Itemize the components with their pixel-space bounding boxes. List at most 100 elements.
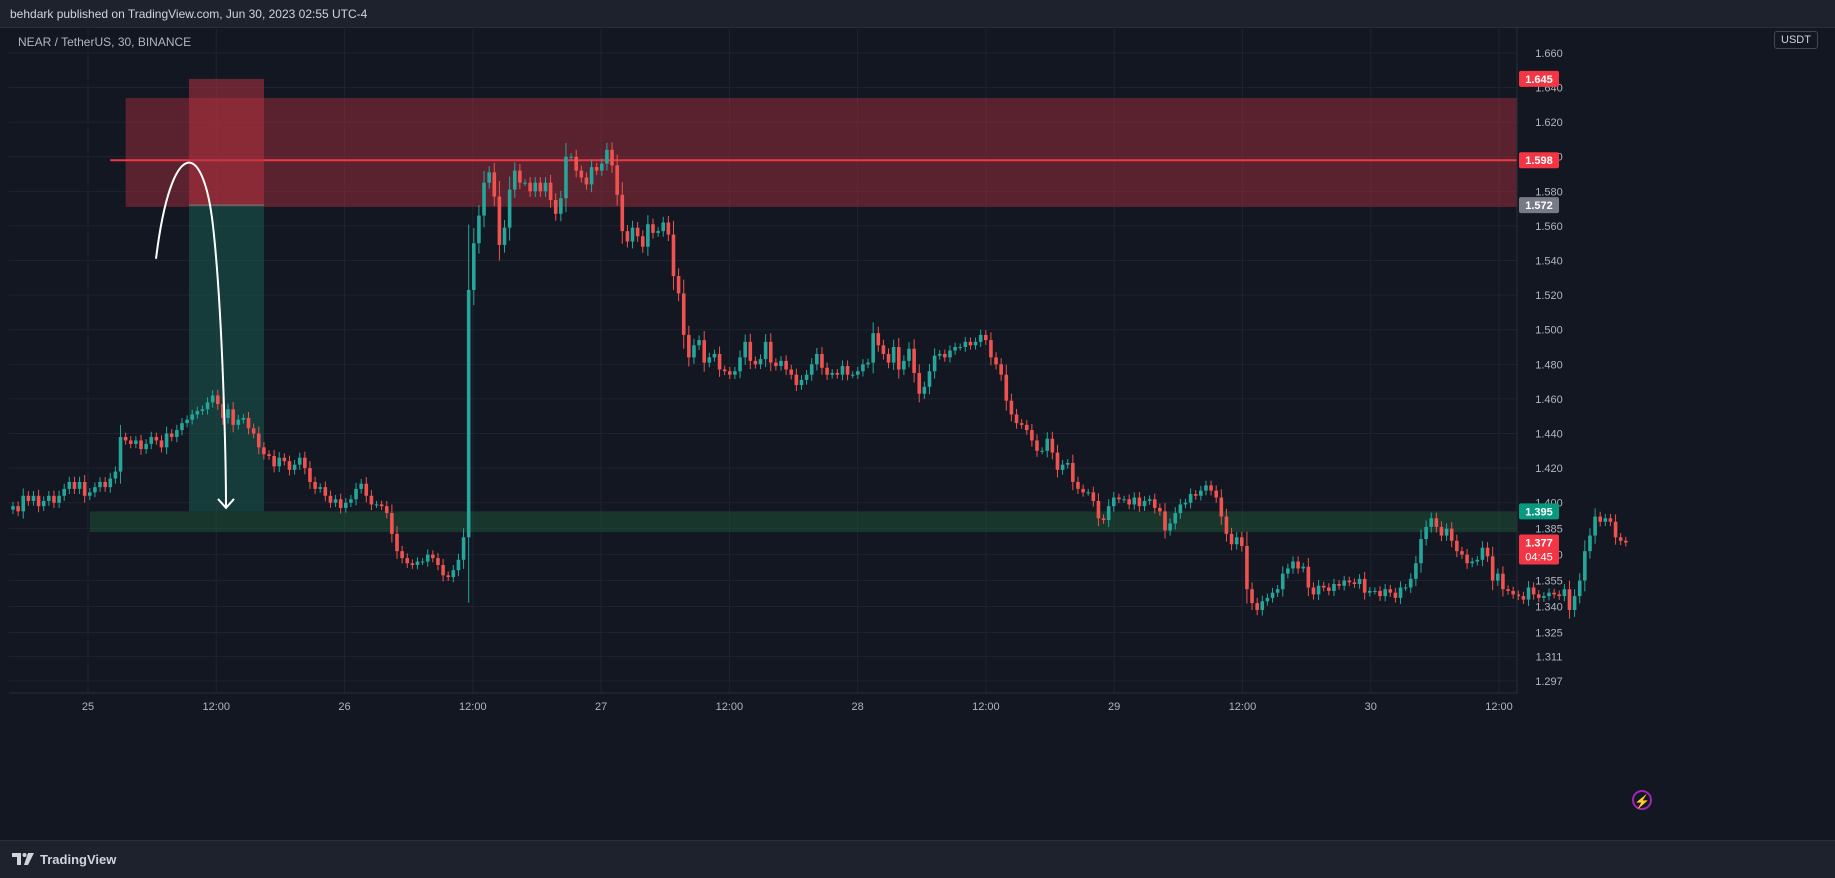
take-profit-box xyxy=(189,205,264,512)
candle-body xyxy=(1040,450,1044,452)
candle-body xyxy=(528,182,532,192)
candle-body xyxy=(794,374,799,386)
candle-body xyxy=(799,379,804,386)
candle-body xyxy=(395,533,399,552)
candle-body xyxy=(93,487,97,493)
candle-body xyxy=(999,364,1003,375)
candle-body xyxy=(1429,518,1434,527)
candle-body xyxy=(615,165,619,195)
downward-arrow-path xyxy=(155,161,227,508)
candle-body xyxy=(185,419,189,424)
candle-body xyxy=(431,554,435,559)
candle-body xyxy=(876,333,881,346)
price-chart[interactable]: 25 12:00 26 12:00 27 12:00 28 12:00 29 12:00 30 12:… xyxy=(9,27,1835,840)
candle-body xyxy=(763,341,768,360)
price-label-bg xyxy=(1519,534,1559,565)
candle-body xyxy=(656,231,660,233)
candle-body xyxy=(487,172,491,183)
y-tick-label: 1.311 xyxy=(1536,652,1563,664)
candle-body xyxy=(784,360,788,370)
candle-body xyxy=(16,506,20,512)
candle-body xyxy=(175,430,179,437)
candle-body xyxy=(748,341,753,361)
candle-body xyxy=(1270,592,1275,598)
tradingview-brand[interactable]: TradingView xyxy=(12,852,116,867)
candle-body xyxy=(11,506,15,510)
y-tick-label: 1.440 xyxy=(1535,429,1563,441)
candle-body xyxy=(1101,518,1106,521)
x-tick-label: 12:00 xyxy=(1229,701,1257,713)
candle-body xyxy=(815,353,819,365)
price-label-bg xyxy=(1519,152,1559,169)
candle-body xyxy=(1583,551,1587,581)
candle-body xyxy=(1214,490,1218,498)
price-label-bg xyxy=(1519,503,1559,520)
candle-body xyxy=(128,440,133,444)
candle-body xyxy=(67,481,72,489)
candle-body xyxy=(1408,578,1413,588)
candle-body xyxy=(789,369,794,375)
candle-body xyxy=(1521,596,1526,600)
symbol-label[interactable]: NEAR / TetherUS, 30, BINANCE xyxy=(18,35,192,49)
candle-body xyxy=(1588,535,1592,552)
candle-body xyxy=(1368,590,1372,593)
candle-body xyxy=(1337,584,1341,586)
candle-body xyxy=(743,341,747,358)
y-tick-label: 1.340 xyxy=(1535,602,1563,614)
candle-body xyxy=(625,231,630,242)
candle-body xyxy=(267,454,271,457)
x-tick-label: 28 xyxy=(852,701,864,713)
candle-body xyxy=(610,149,614,166)
candle-body xyxy=(630,227,635,242)
candle-body xyxy=(1122,499,1126,501)
candle-body xyxy=(1219,497,1224,517)
candle-body xyxy=(1378,590,1382,597)
candle-body xyxy=(425,554,430,562)
candle-body xyxy=(297,457,302,465)
candlestick-series xyxy=(11,142,1628,619)
candle-body xyxy=(994,357,998,365)
y-tick-label: 1.420 xyxy=(1535,463,1563,475)
candle-body xyxy=(226,409,230,418)
candle-body xyxy=(251,428,256,434)
candle-body xyxy=(666,222,671,235)
candle-body xyxy=(1306,566,1311,588)
candle-body xyxy=(861,364,865,372)
candle-body xyxy=(1260,601,1265,610)
candle-body xyxy=(1071,462,1075,482)
y-tick-label: 1.660 xyxy=(1535,48,1563,60)
chart-grid xyxy=(9,27,1517,693)
candle-body xyxy=(820,353,824,368)
candle-body xyxy=(318,487,322,489)
candle-body xyxy=(415,561,420,565)
candle-body xyxy=(1004,374,1009,401)
candle-body xyxy=(1347,580,1352,583)
candle-body xyxy=(948,350,952,358)
lightning-icon[interactable]: ⚡ xyxy=(1632,790,1652,810)
price-label-bg xyxy=(1519,70,1559,87)
tradingview-logo-icon xyxy=(12,853,34,865)
candle-body xyxy=(1117,497,1121,500)
candle-body xyxy=(256,433,261,448)
candle-body xyxy=(1496,573,1500,581)
x-tick-label: 12:00 xyxy=(716,701,744,713)
y-tick-label: 1.580 xyxy=(1535,186,1563,198)
chart-zones xyxy=(89,78,1517,533)
candle-body xyxy=(697,340,701,346)
candle-body xyxy=(82,481,87,496)
candle-body xyxy=(1613,521,1618,538)
candle-body xyxy=(1414,563,1418,579)
candle-body xyxy=(574,156,578,171)
candle-body xyxy=(1142,500,1147,507)
candle-body xyxy=(605,149,609,164)
candle-body xyxy=(738,357,742,372)
candle-body xyxy=(978,334,983,342)
candle-body xyxy=(472,243,476,290)
currency-selector[interactable]: USDT xyxy=(1774,31,1818,49)
candle-body xyxy=(1265,597,1270,602)
candle-body xyxy=(323,487,328,496)
candle-body xyxy=(1542,596,1546,598)
candle-body xyxy=(77,481,82,489)
candle-body xyxy=(118,436,123,472)
x-tick-label: 12:00 xyxy=(459,701,487,713)
